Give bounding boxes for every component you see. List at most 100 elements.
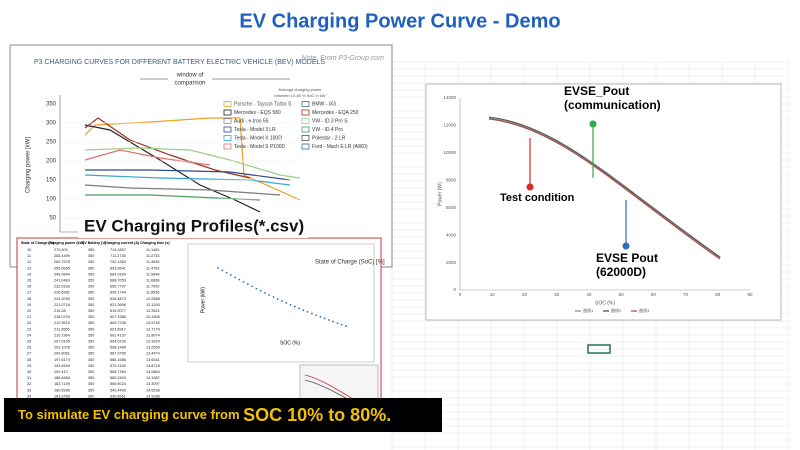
mini-point [315,314,318,317]
table-cell: 226.6981 [54,291,70,295]
table-cell: 602.4137 [110,333,126,337]
legend-label: Mercedes - EQA 250 [312,110,359,116]
table-cell: 211.2665 [54,327,70,331]
table-cell: 260.7678 [54,260,70,264]
overlay-label: EV Charging Profiles(*.csv) [84,216,304,235]
table-cell: 350 [88,279,94,283]
table-cell: 15 [27,279,31,283]
annotation: (communication) [564,98,661,112]
legend-swatch [301,118,310,124]
legend-label: Ford - Mach E LR (AWD) [312,144,368,150]
table-cell: 12.1293 [146,303,160,307]
table-cell: 27 [27,352,31,356]
table-cell: 224.2099 [54,297,70,301]
table-cell: 31 [27,376,31,380]
table-cell: 350 [88,370,94,374]
table-cell: 10 [27,248,31,252]
p3-x-label: State of Charge (SoC) [%] [315,260,385,266]
table-cell: 350 [88,272,94,276]
table-cell: 350 [88,327,94,331]
table-cell: 350 [88,388,94,392]
table-cell: 207.0105 [54,340,70,344]
annotation: Test condition [500,192,575,204]
table-cell: 14 [27,272,31,276]
table-cell: 11.5848 [146,272,159,276]
legend-label: 曲线2 [611,307,622,313]
y-tick-label: 250 [46,140,57,146]
mini-point [302,309,305,312]
mini-point [332,320,335,323]
table-cell: 270.000 [54,248,68,252]
table-cell: 11 [27,254,31,258]
mini-point [268,294,271,296]
window-label: window of [176,73,204,79]
legend-label: BMW - iX3 [312,101,336,107]
table-cell: 12.9924 [146,340,160,344]
slide-title: EV Charging Power Curve - Demo [239,10,560,32]
table-cell: 628.4873 [110,297,126,301]
table-cell: 29 [27,364,31,368]
table-cell: 350 [88,291,94,295]
table-cell: 711.2736 [110,254,126,258]
table-cell: 607.3386 [110,315,126,319]
table-cell: 568.7460 [110,370,126,374]
legend-label: 曲线3 [639,307,650,313]
table-cell: 14.1387 [146,376,160,380]
mini-point [310,312,313,315]
table-cell: 11.4763 [146,266,159,270]
curve-reference [488,118,721,260]
table-cell: 183.2458 [54,394,70,398]
p3-note: Note. From P3-Group.com [302,55,385,62]
x-tick-label: 10 [490,292,496,297]
legend-swatch [301,109,310,116]
y-tick-label: 200 [46,159,57,165]
table-cell: 350 [88,376,94,380]
table-cell: 350 [88,309,94,313]
curve [84,184,281,196]
mini-x-label: SOC (%) [280,340,300,346]
table-cell: 180.5996 [54,388,70,392]
test-y-label: Power (W) [437,182,443,206]
x-tick-label: 90 [747,292,753,297]
table-cell: 186.4668 [54,376,70,380]
table-header: Charging time (s) [140,241,170,245]
table-header: EV Battery (V) [82,241,107,245]
table-cell: 12.7179 [146,327,160,331]
y-tick-label: 350 [46,102,57,108]
legend-swatch [223,118,232,124]
mini-point [289,303,292,306]
callout-dot [589,120,597,128]
table-cell: 190.412 [54,370,68,374]
table-cell: 655.7797 [110,285,126,289]
table-cell: 693.8541 [110,266,126,270]
table-cell: 11.1461 [146,248,159,252]
legend-swatch [301,135,310,141]
table-cell: 621.3696 [110,303,126,307]
callout-dot [622,242,630,250]
annotation: EVSE Pout [596,251,658,265]
table-cell: 13 [27,266,31,270]
table-cell: 586.1586 [110,358,126,362]
table-cell: 609.7236 [110,321,126,325]
annotation: EVSE_Pout [564,84,629,98]
table-cell: 25 [27,340,31,344]
table-cell: 598.1489 [110,346,126,350]
test-chart-frame [425,83,782,321]
table-cell: 21 [27,315,31,319]
table-header: Charging power (kW) [48,241,85,245]
curve [84,117,301,201]
table-cell: 604.6150 [110,340,126,344]
legend-label: Tesla - Model X 100D [234,135,282,141]
table-cell: 587.3785 [110,352,126,356]
mini-point [272,296,275,298]
mini-point [246,283,249,286]
mini-point [276,298,279,300]
mini-point [255,287,258,290]
mini-point [242,281,245,283]
mini-chart [187,243,375,363]
table-cell: 13.8718 [146,364,160,368]
table-cell: 645.1744 [110,291,126,295]
mini-point [234,276,236,279]
table-cell: 232.9183 [54,285,70,289]
